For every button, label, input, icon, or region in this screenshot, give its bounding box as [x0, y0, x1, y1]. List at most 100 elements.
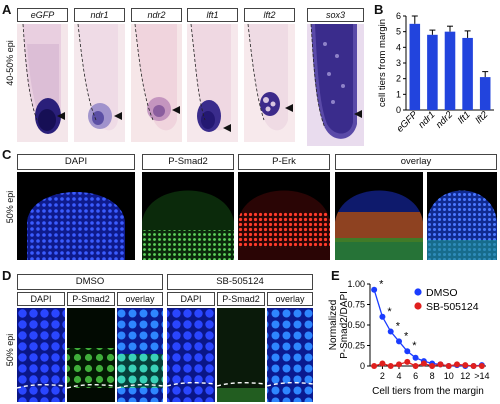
panel-b-y-tick-label: 1 [396, 89, 401, 99]
panel-c-tile-perk [238, 172, 330, 260]
panel-e-x-tick-label: 4 [396, 371, 401, 381]
panel-e-y-tick-label: 0.50 [347, 320, 365, 330]
panel-b-category-label: lft1 [456, 109, 473, 126]
panel-a-tile-lft2 [244, 24, 295, 142]
panel-c-header-overlay: overlay [335, 154, 497, 170]
panel-c-side-label: 50% epi [5, 190, 15, 224]
panel-a-tile-sox3 [307, 24, 364, 146]
panel-e-point [371, 363, 378, 369]
panel-d-sub-overlay-1: overlay [117, 292, 163, 306]
panel-e-point [379, 313, 386, 320]
panel-e-point [429, 363, 436, 369]
panel-e-significance-star: * [412, 340, 417, 352]
panel-e-significance-star: * [387, 306, 392, 318]
panel-e-legend-label: DMSO [426, 287, 458, 299]
panel-e-x-tick-label: 2 [380, 371, 385, 381]
panel-e-point [371, 286, 378, 293]
panel-b-label: B [374, 2, 384, 17]
panel-e-point [387, 328, 394, 335]
panel-b-bar-ndr1 [427, 34, 438, 110]
panel-b-category-label: lft2 [474, 109, 491, 126]
panel-c-tile-psmad2 [142, 172, 234, 260]
panel-e-point [396, 338, 402, 345]
panel-e-x-tick-label: 6 [413, 371, 418, 381]
panel-b-bar-egfp [409, 23, 421, 110]
panel-c-tile-overlay-2 [427, 172, 497, 260]
panel-e-legend-label: SB-505124 [426, 301, 479, 313]
panel-c-header-perk: P-Erk [238, 154, 330, 170]
panel-b-bar-ndr2 [444, 31, 456, 111]
panel-b-bar-lft1 [462, 37, 473, 110]
panel-e-legend-marker [414, 302, 422, 310]
panel-a-tile-ndr1 [74, 24, 125, 142]
panel-e-significance-star: * [396, 321, 401, 333]
panel-e-y-tick-label: 0 [360, 361, 365, 371]
panel-b-category-label: ndr2 [434, 109, 456, 131]
panel-d-sub-overlay-2: overlay [267, 292, 313, 306]
panel-b-y-tick-label: 3 [396, 58, 401, 68]
panel-d-sub-psmad2-1: P-Smad2 [67, 292, 115, 306]
panel-c-header-psmad2: P-Smad2 [142, 154, 234, 170]
panel-b-category-label: ndr1 [416, 109, 437, 130]
panel-e-point [445, 363, 452, 369]
panel-b-y-tick-label: 0 [396, 105, 401, 115]
panel-b-y-tick-label: 5 [396, 27, 401, 37]
panel-d-side-label: 50% epi [5, 333, 15, 367]
panel-c-label: C [2, 147, 12, 162]
panel-a-header-ndr2: ndr2 [131, 8, 182, 22]
panel-e-point [387, 363, 394, 369]
panel-b-y-tick-label: 2 [396, 74, 401, 84]
panel-a-tile-lft1 [187, 24, 238, 142]
panel-e-point [454, 361, 460, 368]
panel-b-y-axis-label: cell tiers from margin [377, 19, 388, 107]
panel-d-label: D [2, 268, 12, 283]
panel-e-x-axis-label: Cell tiers from the margin [372, 386, 484, 397]
panel-c-header-dapi: DAPI [17, 154, 135, 170]
panel-c-tile-overlay-1 [335, 172, 423, 260]
panel-b-y-tick-label: 6 [396, 11, 401, 21]
panel-e-x-tick-label: 10 [444, 371, 454, 381]
panel-a-header-egfp: eGFP [17, 8, 68, 22]
panel-e-x-tick-label: 12 [460, 371, 470, 381]
panel-a-header-ndr1: ndr1 [74, 8, 125, 22]
panel-e-point [420, 360, 427, 367]
panel-e-line-chart: 0 0.25 0.50 0.75 1.00 2 4 6 8 10 12 >14 Cell tiers f… [328, 279, 489, 397]
panel-a-side-label: 40-50% epi [5, 40, 15, 86]
panel-a-label: A [2, 2, 12, 17]
panel-e-point [404, 358, 411, 365]
panel-b-bar-lft2 [479, 77, 491, 110]
panel-b-y-tick-label: 4 [396, 42, 401, 52]
panel-e-point [412, 363, 419, 369]
panel-e-point [396, 361, 402, 368]
panel-e-x-tick-label: 8 [430, 371, 435, 381]
panel-d-group-dmso: DMSO [17, 274, 163, 290]
panel-e-point [470, 363, 477, 369]
panel-e-x-tick-label: >14 [474, 371, 489, 381]
panel-e-point [379, 360, 386, 367]
panel-a-header-lft2: lft2 [244, 8, 295, 22]
panel-e-significance-star: * [404, 330, 409, 342]
panel-e-y-tick-label: 1.00 [347, 279, 365, 289]
panel-e-y-axis-label: NormalizedP-Smad2/DAPI [328, 291, 350, 359]
panel-e-point [412, 354, 419, 361]
panel-a-tile-ndr2 [131, 24, 182, 142]
panel-e-point [462, 362, 469, 369]
panel-e-legend-marker [414, 288, 422, 296]
panel-e-point [404, 348, 411, 355]
panel-d-sub-dapi-1: DAPI [17, 292, 65, 306]
panel-d-group-sb505124: SB-505124 [167, 274, 313, 290]
panel-d-tiles [17, 308, 313, 402]
panel-c-tile-dapi [17, 172, 135, 260]
panel-e-significance-star: * [379, 279, 384, 291]
panel-a-header-lft1: lft1 [187, 8, 238, 22]
panel-a-tile-egfp [17, 24, 68, 142]
panel-e-y-tick-label: 0.75 [347, 300, 365, 310]
panel-e-point [437, 361, 444, 368]
panel-e-label: E [331, 268, 340, 283]
panel-d-sub-psmad2-2: P-Smad2 [217, 292, 265, 306]
panel-d-sub-dapi-2: DAPI [167, 292, 215, 306]
panel-e-point [478, 363, 485, 369]
panel-e-y-tick-label: 0.25 [347, 341, 365, 351]
panel-a-header-sox3: sox3 [307, 8, 364, 22]
